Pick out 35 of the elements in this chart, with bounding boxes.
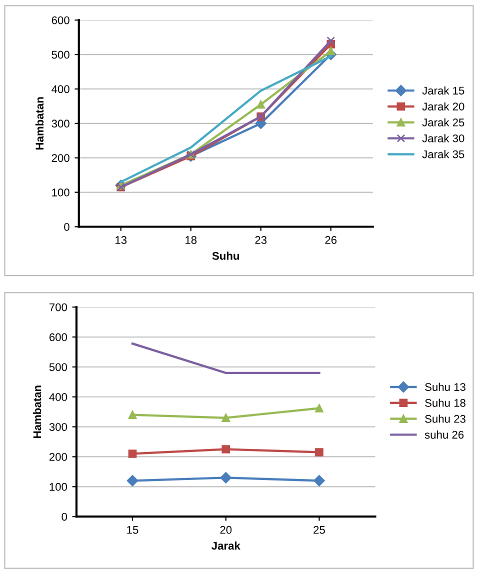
x-axis-title: Jarak	[212, 542, 240, 550]
x-axis-title: Suhu	[212, 252, 240, 260]
y-tick-label: 0	[62, 512, 68, 521]
y-tick-label: 400	[49, 393, 68, 402]
x-tick-label: 15	[127, 526, 138, 534]
legend-label: suhu 26	[424, 430, 464, 439]
y-axis-title: Hambatan	[33, 386, 42, 438]
y-tick-label: 300	[49, 423, 68, 431]
y-tick-label: 0	[64, 222, 70, 231]
legend-label: Jarak 25	[422, 118, 464, 126]
x-tick-label: 20	[220, 526, 232, 534]
legend-label: Suhu 18	[425, 398, 466, 407]
y-tick-label: 400	[52, 85, 70, 94]
y-tick-label: 600	[52, 16, 70, 24]
y-tick-label: 200	[52, 154, 70, 162]
y-tick-label: 300	[52, 120, 70, 128]
x-tick-label: 13	[116, 236, 127, 244]
y-tick-label: 100	[50, 482, 68, 491]
y-tick-label: 700	[49, 303, 68, 312]
y-tick-label: 500	[52, 50, 70, 59]
x-tick-label: 23	[255, 236, 267, 244]
y-axis-title: Hambatan	[35, 97, 44, 150]
legend-label: Suhu 13	[425, 382, 466, 391]
legend-label: Jarak 20	[422, 102, 464, 110]
y-tick-label: 500	[49, 363, 68, 372]
legend-label: Jarak 30	[422, 134, 464, 142]
y-tick-label: 200	[49, 453, 68, 461]
y-tick-label: 100	[52, 188, 70, 196]
legend-label: Jarak 15	[422, 86, 464, 95]
x-tick-label: 18	[186, 236, 197, 244]
y-tick-label: 600	[49, 333, 68, 342]
x-tick-label: 26	[325, 236, 337, 244]
legend-label: Suhu 23	[425, 414, 466, 423]
legend-label: Jarak 35	[422, 150, 464, 158]
x-tick-label: 25	[314, 526, 325, 534]
